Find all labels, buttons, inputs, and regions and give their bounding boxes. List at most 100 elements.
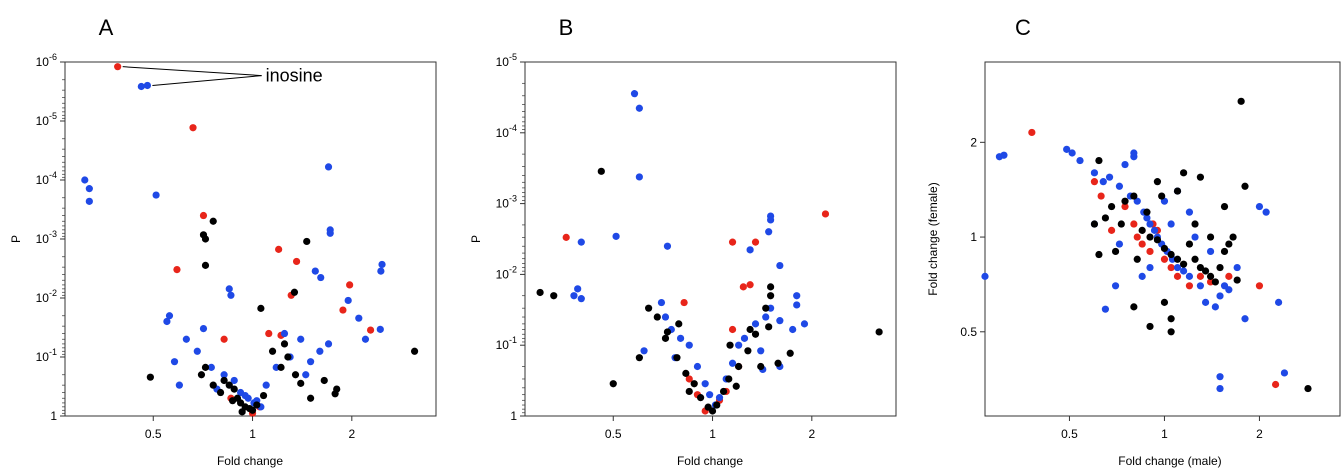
point-b-black-7	[682, 369, 690, 377]
point-c-black-39	[1216, 263, 1224, 272]
point-a-blue-44	[241, 391, 249, 400]
point-a-red-2	[199, 211, 208, 220]
point-a-red-12	[220, 335, 228, 343]
x-tick-label-c-2: 2	[1256, 427, 1263, 441]
point-c-black-27	[1146, 322, 1154, 331]
point-b-blue-27	[735, 341, 743, 349]
point-c-blue-22	[1185, 272, 1194, 280]
point-b-blue-17	[661, 313, 670, 321]
point-c-red-4	[1130, 220, 1138, 228]
point-c-red-13	[1196, 272, 1205, 280]
ticks-a: 0.5 1 2 1 10-1 10-2 10-3 10-4 10-5 10-6	[36, 52, 356, 441]
point-c-black-38	[1191, 220, 1199, 228]
point-b-blue-14	[793, 301, 801, 309]
point-a-blue-19	[163, 317, 171, 326]
point-a-blue-17	[376, 325, 384, 333]
point-b-blue-4	[577, 238, 585, 246]
point-c-black-36	[1158, 192, 1166, 200]
point-a-black-34	[307, 394, 315, 402]
point-c-blue-46	[1206, 247, 1215, 256]
point-a-blue-10	[311, 267, 319, 275]
point-b-blue-24	[715, 394, 724, 402]
point-a-blue-42	[302, 371, 310, 379]
point-a-blue-4	[85, 197, 93, 205]
point-c-blue-34	[1216, 384, 1224, 393]
annotations-a: inosine	[122, 66, 323, 86]
point-a-blue-18	[165, 312, 174, 320]
panel-b: B 0.5 1 2 1 10-1 10-2 10-3 10-4 10-5 Fold change…	[469, 15, 897, 468]
point-a-blue-7	[324, 163, 333, 171]
panel-letter-b: B	[559, 15, 574, 40]
point-a-blue-14	[344, 296, 352, 305]
point-b-blue-7	[577, 295, 585, 303]
point-c-blue-24	[1201, 298, 1210, 306]
point-c-red-19	[1107, 226, 1116, 234]
point-b-black-22	[786, 349, 794, 357]
point-b-red-7	[680, 298, 688, 307]
point-c-black-23	[1225, 240, 1233, 248]
point-c-red-0	[1028, 128, 1036, 137]
point-b-black-14	[725, 375, 733, 383]
point-c-blue-7	[1105, 173, 1114, 181]
point-c-black-19	[1201, 267, 1210, 275]
point-c-black-33	[1196, 173, 1205, 181]
point-b-black-13	[719, 387, 728, 396]
point-a-black-2	[209, 217, 217, 225]
ticks-c: 0.5 1 2 0.5 1 2	[960, 135, 1263, 441]
plot-frame-c	[984, 61, 1341, 417]
point-c-blue-47	[1115, 240, 1124, 248]
point-a-black-26	[320, 376, 328, 385]
panel-c: C 0.5 1 2 0.5 1 2 Fold change (male) Fold cha…	[926, 15, 1341, 468]
point-c-blue-28	[1225, 286, 1233, 294]
point-b-blue-6	[570, 292, 578, 300]
point-c-blue-2	[1063, 145, 1071, 153]
point-c-red-10	[1167, 263, 1175, 272]
point-a-black-13	[248, 406, 257, 414]
point-a-red-10	[265, 329, 273, 338]
point-c-red-2	[1097, 192, 1105, 200]
point-c-blue-25	[1211, 303, 1219, 311]
point-a-blue-38	[170, 358, 179, 366]
point-c-blue-49	[1146, 263, 1154, 272]
point-a-black-1	[201, 235, 210, 243]
point-c-blue-4	[1076, 156, 1084, 165]
point-c-black-40	[1143, 208, 1151, 216]
point-c-black-44	[1111, 247, 1120, 256]
point-b-black-32	[774, 359, 782, 367]
point-c-black-20	[1206, 272, 1215, 280]
point-a-blue-20	[182, 335, 190, 343]
x-tick-label-c-0: 0.5	[1061, 427, 1078, 441]
point-c-black-42	[1304, 384, 1312, 393]
point-a-blue-36	[307, 358, 315, 366]
point-c-black-28	[1130, 303, 1138, 311]
point-c-red-17	[1271, 380, 1280, 389]
point-c-black-17	[1191, 255, 1199, 263]
y-tick-label-a-0: 1	[50, 409, 57, 423]
point-c-blue-35	[1216, 373, 1224, 381]
point-a-blue-25	[207, 363, 215, 371]
point-c-blue-32	[1274, 298, 1283, 306]
point-b-blue-34	[757, 347, 765, 355]
point-c-black-0	[1237, 97, 1245, 105]
x-tick-label-b-0: 0.5	[605, 427, 622, 441]
y-tick-label-a-2: 10-2	[36, 288, 57, 305]
annotation-leader-a-0-0	[122, 66, 262, 77]
point-a-red-3	[173, 265, 181, 274]
panel-letter-a: A	[99, 15, 114, 40]
point-a-blue-2	[81, 176, 89, 184]
y-axis-label-b: P	[469, 235, 483, 243]
point-c-black-3	[1090, 220, 1099, 228]
point-c-blue-51	[1233, 263, 1241, 272]
point-c-blue-23	[1196, 282, 1205, 290]
point-b-blue-19	[685, 341, 693, 349]
point-b-black-16	[744, 347, 752, 355]
point-a-black-17	[220, 376, 228, 385]
point-c-black-43	[1167, 328, 1175, 336]
point-a-black-6	[257, 304, 265, 312]
y-tick-label-c-0: 0.5	[960, 325, 977, 339]
point-a-red-4	[275, 245, 283, 253]
point-b-black-18	[762, 304, 770, 312]
ticks-b: 0.5 1 2 1 10-1 10-2 10-3 10-4 10-5	[496, 52, 816, 441]
x-tick-label-a-0: 0.5	[145, 427, 162, 441]
y-tick-label-b-4: 10-4	[496, 123, 517, 140]
